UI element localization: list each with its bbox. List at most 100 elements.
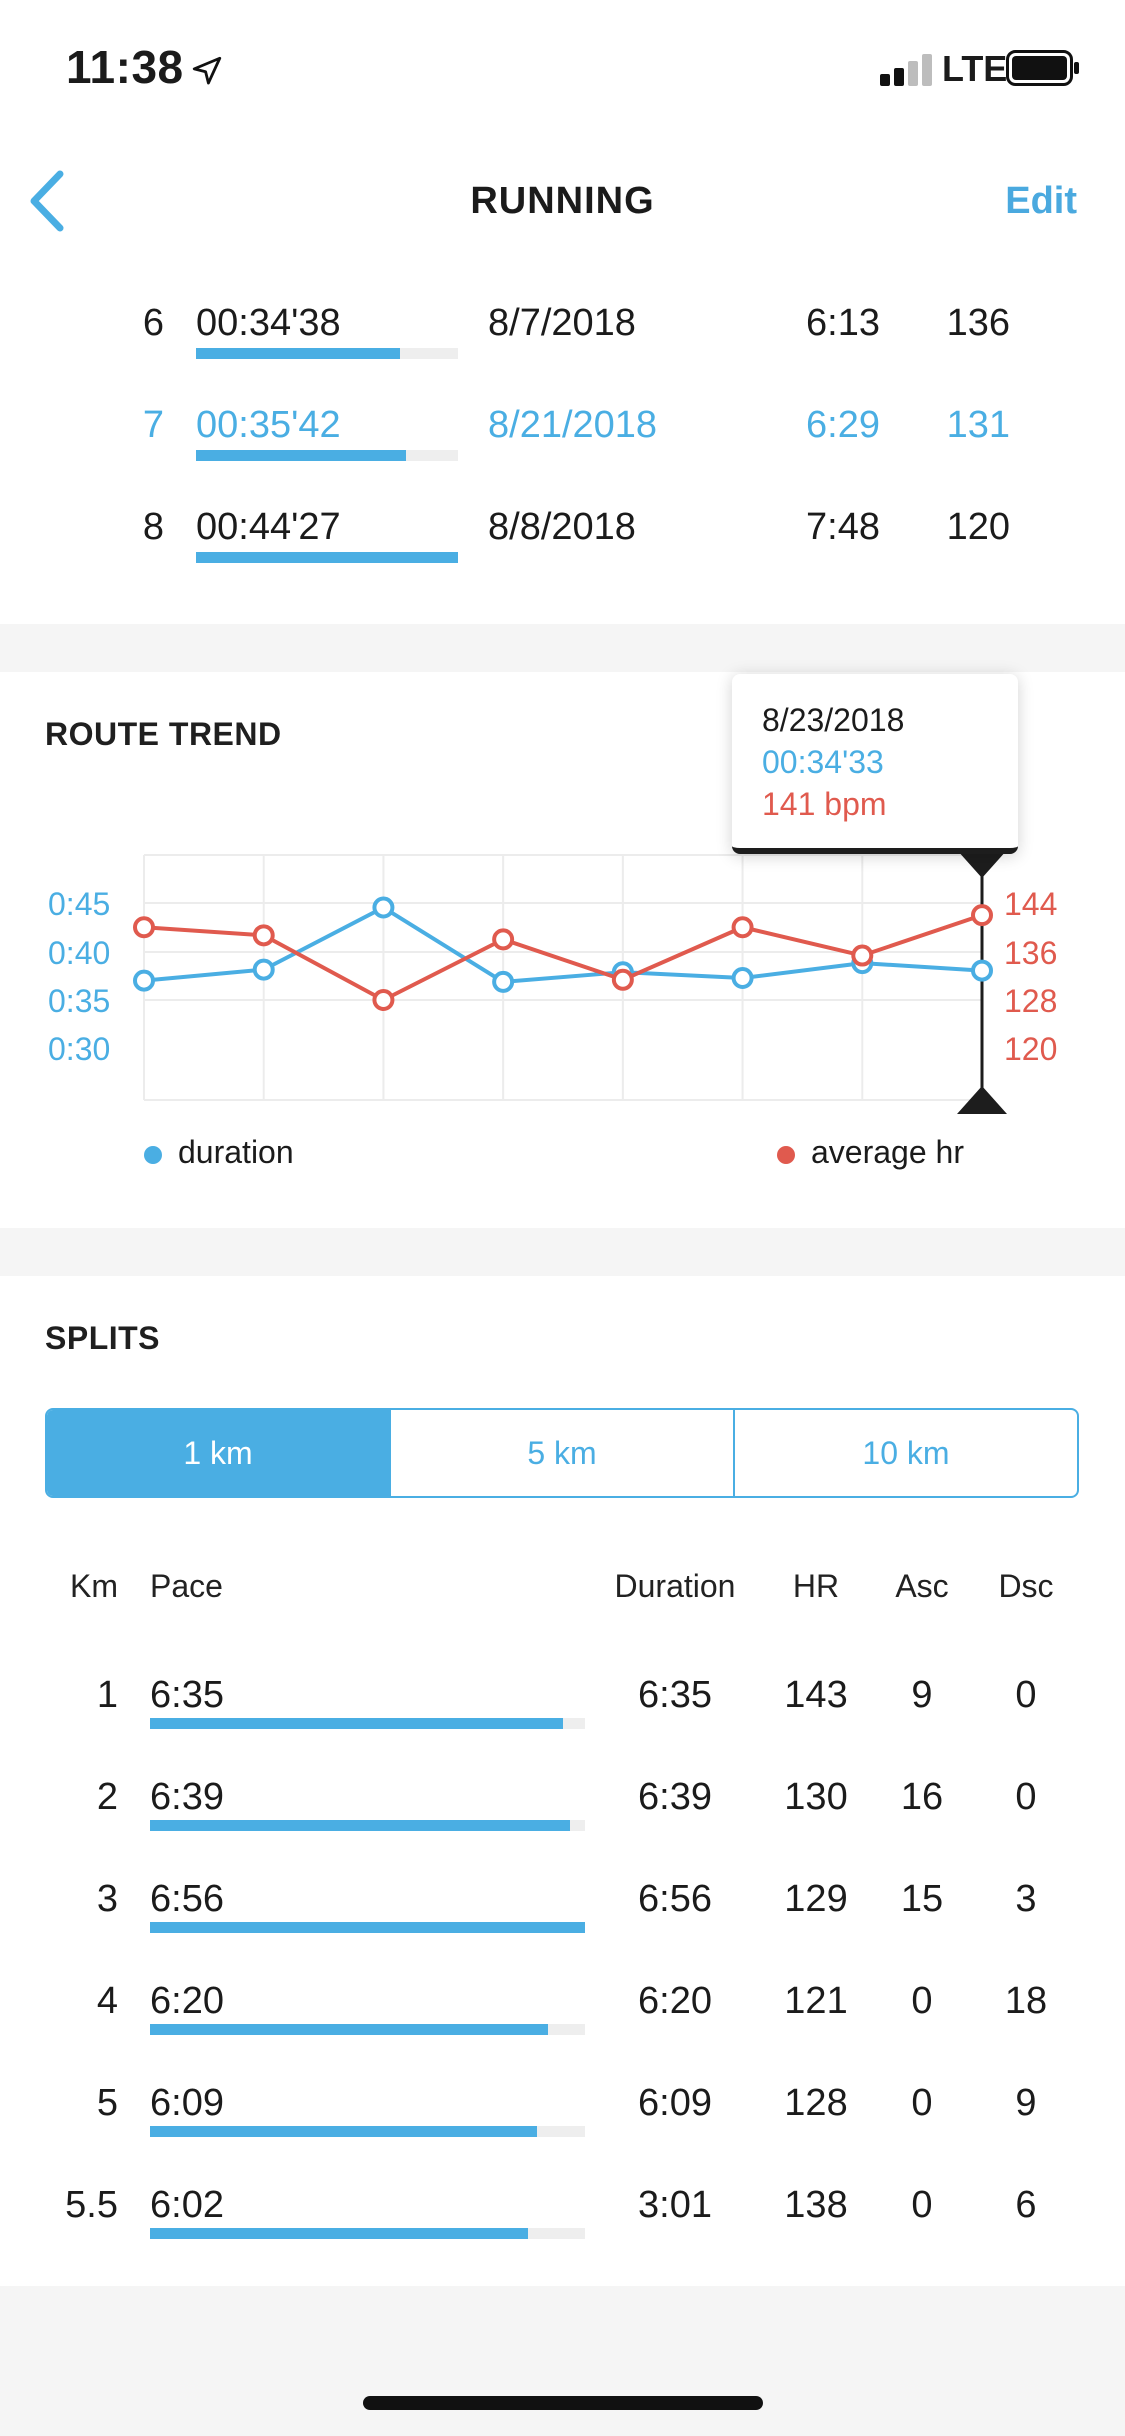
split-dsc: 0 (1015, 1776, 1037, 1818)
split-km: 2 (96, 1776, 118, 1818)
ranking-hr: 131 (946, 404, 1010, 446)
hr-data-point (133, 916, 155, 939)
ranking-row[interactable]: 7 00:35'42 8/21/2018 6:29 131 (0, 372, 1125, 474)
duration-legend-label: duration (178, 1134, 294, 1170)
ranking-pace: 6:29 (806, 404, 880, 446)
hr-data-point (851, 944, 874, 967)
route-ranking-list: 6 00:34'38 8/7/2018 6:13 136 7 00:35'42 8/21/20… (0, 270, 1125, 624)
split-row: 5.5 6:02 3:01 138 0 6 (0, 2156, 1125, 2258)
split-duration: 6:09 (638, 2082, 712, 2124)
splits-title: SPLITS (45, 1320, 161, 1356)
split-duration: 6:35 (638, 1674, 712, 1716)
status-bar: 11:38 LTE (0, 0, 1125, 140)
ranking-number: 7 (142, 404, 164, 446)
tab-5km[interactable]: 5 km (391, 1410, 735, 1496)
ranking-duration: 00:35'42 (196, 404, 341, 446)
tab-1km[interactable]: 1 km (47, 1410, 391, 1496)
hr-legend-label: average hr (811, 1134, 964, 1170)
y-right-tick-label: 136 (1004, 935, 1057, 971)
split-pace: 6:35 (150, 1674, 224, 1716)
split-dsc: 6 (1015, 2184, 1037, 2226)
split-dsc: 3 (1015, 1878, 1037, 1920)
tooltip-hr: 141 bpm (762, 786, 887, 822)
split-hr: 143 (784, 1674, 848, 1716)
split-asc: 15 (900, 1878, 944, 1920)
duration-data-point (731, 967, 754, 990)
nav-bar: RUNNING Edit (0, 140, 1125, 270)
split-dsc: 0 (1015, 1674, 1037, 1716)
y-left-tick-label: 0:35 (48, 983, 110, 1019)
split-row: 2 6:39 6:39 130 16 0 (0, 1748, 1125, 1850)
split-hr: 138 (784, 2184, 848, 2226)
split-row: 1 6:35 6:35 143 9 0 (0, 1646, 1125, 1748)
tab-10km[interactable]: 10 km (862, 1434, 950, 1471)
hr-data-point (611, 968, 634, 991)
split-pace-bar (150, 2024, 585, 2035)
duration-data-point (252, 958, 275, 981)
split-row: 4 6:20 6:20 121 0 18 (0, 1952, 1125, 2054)
battery-icon (1006, 50, 1079, 86)
edit-button[interactable]: Edit (1005, 180, 1077, 222)
ranking-row[interactable]: 6 00:34'38 8/7/2018 6:13 136 (0, 270, 1125, 372)
header-km: Km (70, 1568, 118, 1604)
split-km: 1 (96, 1674, 118, 1716)
split-asc: 0 (911, 2082, 933, 2124)
header-duration: Duration (614, 1568, 736, 1604)
hr-data-point (492, 928, 515, 951)
y-left-tick-label: 0:30 (48, 1031, 110, 1067)
split-distance-selector: 1 km 5 km 10 km (45, 1408, 1079, 1498)
ranking-row[interactable]: 8 00:44'27 8/8/2018 7:48 120 (0, 474, 1125, 576)
route-trend-title: ROUTE TREND (45, 716, 282, 752)
home-indicator (363, 2396, 763, 2410)
tooltip-duration: 00:34'33 (762, 744, 884, 780)
split-km: 5 (96, 2082, 118, 2124)
split-duration: 3:01 (638, 2184, 712, 2226)
ranking-number: 8 (142, 506, 164, 548)
y-right-tick-label: 144 (1004, 886, 1057, 922)
split-pace: 6:02 (150, 2184, 224, 2226)
selection-marker-bottom (957, 1086, 1007, 1114)
split-row: 5 6:09 6:09 128 0 9 (0, 2054, 1125, 2156)
signal-strength-icon (880, 52, 936, 86)
split-dsc: 18 (1004, 1980, 1048, 2022)
ranking-duration: 00:44'27 (196, 506, 341, 548)
split-pace-bar (150, 2126, 585, 2137)
ranking-date: 8/21/2018 (488, 404, 658, 446)
split-dsc: 9 (1015, 2082, 1037, 2124)
split-hr: 129 (784, 1878, 848, 1920)
ranking-duration-bar (196, 450, 458, 461)
split-pace-bar (150, 1718, 585, 1729)
chart-tooltip: 8/23/2018 00:34'33 141 bpm (732, 674, 1018, 854)
duration-data-point (133, 969, 155, 992)
route-trend-chart[interactable]: 0:45 0:40 0:35 0:30 144 136 128 120 (0, 672, 1125, 1228)
duration-legend-dot (144, 1146, 162, 1164)
ranking-date: 8/8/2018 (488, 506, 636, 548)
hr-data-point (971, 904, 993, 927)
duration-series-line (143, 905, 983, 984)
selection-marker-top (957, 850, 1007, 878)
network-label: LTE (942, 48, 1008, 89)
header-pace: Pace (150, 1568, 223, 1604)
hr-data-point (731, 916, 754, 939)
split-asc: 9 (911, 1674, 933, 1716)
split-pace: 6:56 (150, 1878, 224, 1920)
ranking-duration: 00:34'38 (196, 302, 341, 344)
split-duration: 6:39 (638, 1776, 712, 1818)
split-pace-bar (150, 1820, 585, 1831)
back-chevron-icon[interactable] (22, 166, 72, 236)
split-duration: 6:56 (638, 1878, 712, 1920)
split-pace: 6:09 (150, 2082, 224, 2124)
ranking-pace: 6:13 (806, 302, 880, 344)
split-pace-bar (150, 1922, 585, 1933)
y-right-tick-label: 128 (1004, 983, 1057, 1019)
split-hr: 128 (784, 2082, 848, 2124)
duration-data-point (492, 970, 515, 993)
duration-data-point (971, 959, 993, 982)
split-km: 4 (96, 1980, 118, 2022)
splits-card: SPLITS 1 km 5 km 10 km Km Pace Duration … (0, 1276, 1125, 2286)
hr-series-line (143, 913, 983, 1002)
ranking-date: 8/7/2018 (488, 302, 636, 344)
tooltip-date: 8/23/2018 (762, 702, 905, 738)
y-left-tick-label: 0:40 (48, 935, 110, 971)
ranking-duration-bar (196, 348, 458, 359)
